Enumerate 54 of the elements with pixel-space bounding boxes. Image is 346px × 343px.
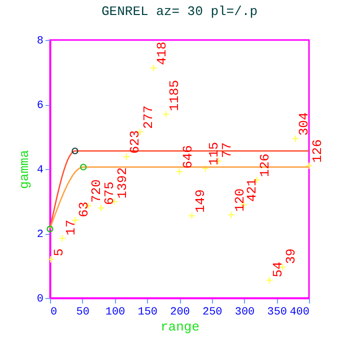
y-tick-label: 6 [36,100,44,112]
point [46,256,54,264]
point [122,152,130,161]
annotation: 120 [232,188,248,212]
point [202,164,210,172]
annotation: 277 [141,106,156,129]
x-tick-label: 0 [50,306,58,318]
point [80,164,87,170]
x-tick-label: 150 [138,306,158,318]
x-tick-label: 100 [105,306,126,318]
annotation: 1392 [115,167,130,199]
annotation: 77 [219,142,234,158]
y-tick-label: 2 [36,229,44,241]
point [46,226,54,232]
point [292,134,300,142]
point [97,204,105,212]
x-tick-label: 350 [267,306,288,318]
annotation: 5 [52,248,67,256]
y-tick-label: 4 [36,164,44,176]
point [72,148,78,154]
annotation: 675 [102,182,118,206]
y-tick-label: 0 [36,294,44,306]
annotation: 646 [180,145,196,169]
annotation: 421 [244,178,260,202]
point [228,211,236,219]
annotation: 418 [154,42,170,66]
x-axis-title: range [160,320,200,334]
annotation: 623 [127,130,142,154]
annotation: 149 [192,189,208,213]
point [176,168,184,176]
annotation: 39 [283,248,298,264]
x-tick-label: 200 [170,306,190,318]
y-tick-label: 8 [36,36,44,48]
x-tick-label: 400 [290,306,310,318]
annotation: 63 [76,202,92,218]
point [162,110,170,118]
x-tick-label: 300 [234,306,255,318]
x-tick-label: 50 [76,306,90,318]
annotation: 115 [206,142,222,166]
annotation: 126 [310,139,325,163]
point [305,162,313,170]
point [58,234,66,242]
chart-title: GENREL az= 30 pl=/.p [101,4,258,19]
annotation: 720 [89,179,104,203]
annotation: 126 [258,154,273,177]
annotation: 304 [296,112,312,136]
annotation: 54 [270,261,286,278]
point [266,276,274,284]
y-axis-title: gamma [16,150,32,190]
point [150,64,158,72]
x-tick-label: 250 [202,306,222,318]
annotation: 17 [63,220,78,236]
annotation: 1185 [166,80,182,112]
point [188,212,196,220]
